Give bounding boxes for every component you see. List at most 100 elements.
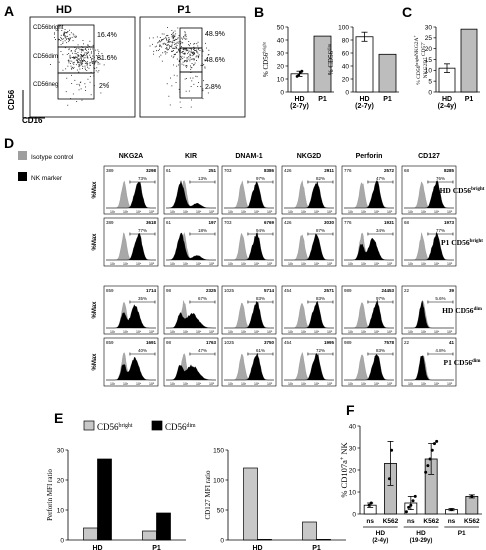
data-point [369,501,373,505]
flow-event-dot [188,50,190,52]
flow-event-dot [182,38,183,40]
x-tick-label: 10² [408,382,414,386]
x-tick-label: 10⁴ [374,262,380,266]
histogram-marker [166,312,216,329]
data-point [430,448,434,452]
legend-label-base: CD56 [165,422,187,432]
flow-event-dot [86,49,87,51]
flow-event-dot [173,35,175,37]
flow-event-dot [178,41,180,43]
x-tick-label: 10³ [361,210,367,214]
flow-event-dot [182,48,184,50]
isotype-mfi: 703 [224,168,232,173]
y-tick-label: 50 [277,24,285,31]
flow-event-dot [190,43,191,45]
y-tick-label: 30 [425,24,433,31]
flow-event-dot [180,107,182,108]
x-tick-label: K562 [383,518,399,525]
p1-gate-pct-bright: 48.9% [205,31,225,38]
flow-event-dot [153,53,154,55]
flow-event-dot [90,48,91,50]
flow-event-dot [85,90,86,91]
flow-event-dot [89,54,91,56]
histogram-marker [344,299,394,329]
marker-mfi: 5714 [264,288,275,293]
y-tick-label: 5 [428,78,432,85]
flow-event-dot [164,37,166,39]
flow-event-dot [73,58,75,60]
x-tick-label: 10⁵ [209,210,215,214]
flow-event-dot [183,37,185,39]
flow-event-dot [54,33,55,35]
flow-event-dot [71,74,72,76]
flow-event-dot [197,55,199,57]
flow-event-dot [82,55,84,56]
x-tick-label: 10³ [241,262,247,266]
data-point [409,503,413,507]
flow-event-dot [188,44,190,46]
histogram-marker [224,232,274,261]
flow-event-dot [182,58,184,60]
isotype-mfi: 859 [106,288,114,293]
flow-event-dot [162,52,164,54]
flow-event-dot [83,43,84,45]
bar-cd56bright [302,521,317,541]
flow-event-dot [183,48,185,50]
histogram-marker [166,364,216,381]
data-point [404,510,408,514]
marker-mfi: 3618 [146,220,157,225]
flow-event-dot [187,53,189,55]
flow-event-dot [81,64,83,66]
flow-event-dot [66,32,67,33]
flow-event-dot [85,48,87,50]
flow-event-dot [185,65,187,67]
flow-event-dot [69,40,70,42]
flow-event-dot [83,54,85,56]
flow-event-dot [81,59,82,61]
flow-event-dot [82,40,84,41]
y-tick-label: 100 [213,477,224,484]
flow-event-dot [65,91,67,93]
flow-event-dot [197,52,199,54]
x-tick-label: 10² [288,210,294,214]
flow-event-dot [203,64,205,65]
flow-event-dot [78,58,79,60]
x-tick-label: (2-7y) [355,103,374,110]
flow-event-dot [89,81,91,83]
flow-event-dot [193,49,194,50]
y-label-sup: + [340,456,346,460]
flow-event-dot [199,50,201,51]
legend-swatch [18,172,27,181]
flow-event-dot [173,41,175,43]
flow-event-dot [163,33,165,35]
flow-event-dot [165,53,167,55]
flow-event-dot [161,33,163,35]
x-tick-label: 10² [228,330,234,334]
flow-event-dot [174,30,176,32]
y-label-part: NKG2D [423,60,429,79]
flow-event-dot [89,62,91,64]
x-tick-label: 10³ [183,262,189,266]
positive-gate-percent: 67% [198,296,207,301]
flow-event-dot [87,55,88,57]
positive-gate-percent: 83% [376,348,385,353]
flow-event-dot [171,34,173,36]
flow-event-dot [208,49,210,51]
flow-event-dot [160,41,162,43]
flow-event-dot [186,78,187,79]
marker-mfi: 1973 [444,220,455,225]
flow-event-dot [76,83,78,85]
flow-event-dot [84,53,85,55]
flow-event-dot [204,59,206,61]
flow-event-dot [65,37,66,39]
flow-event-dot [166,37,168,39]
flow-event-dot [78,55,80,57]
column-header: KIR [185,153,197,160]
flow-event-dot [187,60,188,62]
flow-event-dot [96,67,98,69]
flow-event-dot [81,61,83,63]
marker-mfi: 2571 [324,288,335,293]
y-label-base: % CD107a [339,460,349,498]
flow-event-dot [197,57,199,59]
flow-event-dot [82,68,83,69]
